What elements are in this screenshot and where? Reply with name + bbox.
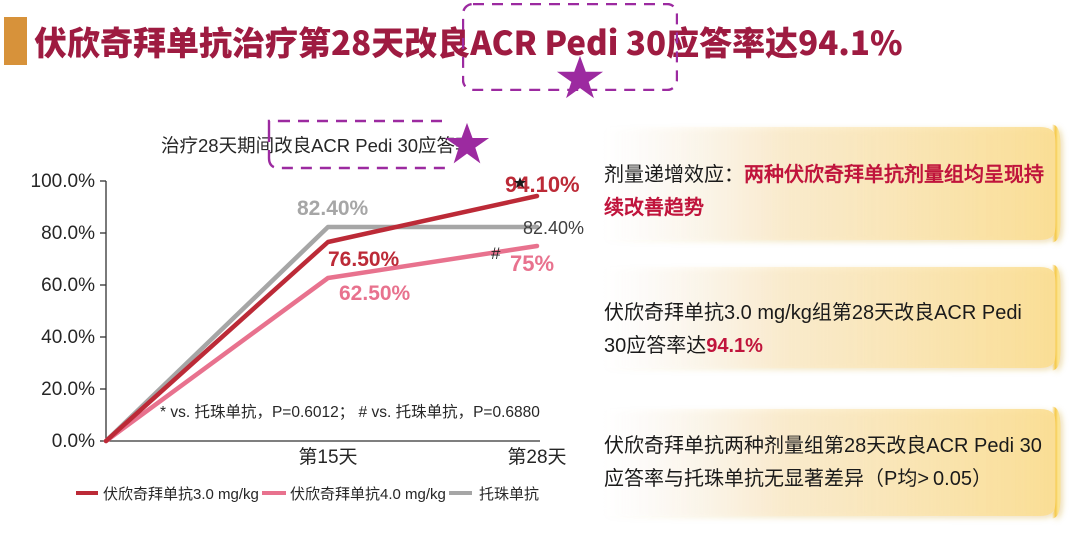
svg-text:0.0%: 0.0% [52,431,95,452]
svg-text:#: # [491,244,501,263]
svg-text:托珠单抗: 托珠单抗 [479,486,539,503]
svg-text:76.50%: 76.50% [328,248,400,271]
svg-text:20.0%: 20.0% [41,379,95,400]
svg-text:* vs. 托珠单抗，P=0.6012； # vs. 托珠: * vs. 托珠单抗，P=0.6012； # vs. 托珠单抗，P=0.6880 [160,403,540,421]
svg-text:82.40%: 82.40% [523,218,584,238]
svg-text:94.10%: 94.10% [505,172,580,197]
svg-text:伏欣奇拜单抗4.0 mg/kg: 伏欣奇拜单抗4.0 mg/kg [290,486,446,503]
svg-text:第15天: 第15天 [298,446,357,468]
svg-text:75%: 75% [510,251,554,276]
svg-text:82.40%: 82.40% [297,197,369,220]
svg-text:80.0%: 80.0% [41,223,95,244]
svg-text:40.0%: 40.0% [41,327,95,348]
svg-text:第28天: 第28天 [507,446,566,468]
svg-text:100.0%: 100.0% [31,171,96,192]
svg-text:60.0%: 60.0% [41,275,95,296]
svg-text:伏欣奇拜单抗3.0 mg/kg: 伏欣奇拜单抗3.0 mg/kg [103,486,259,503]
svg-text:62.50%: 62.50% [339,282,411,305]
